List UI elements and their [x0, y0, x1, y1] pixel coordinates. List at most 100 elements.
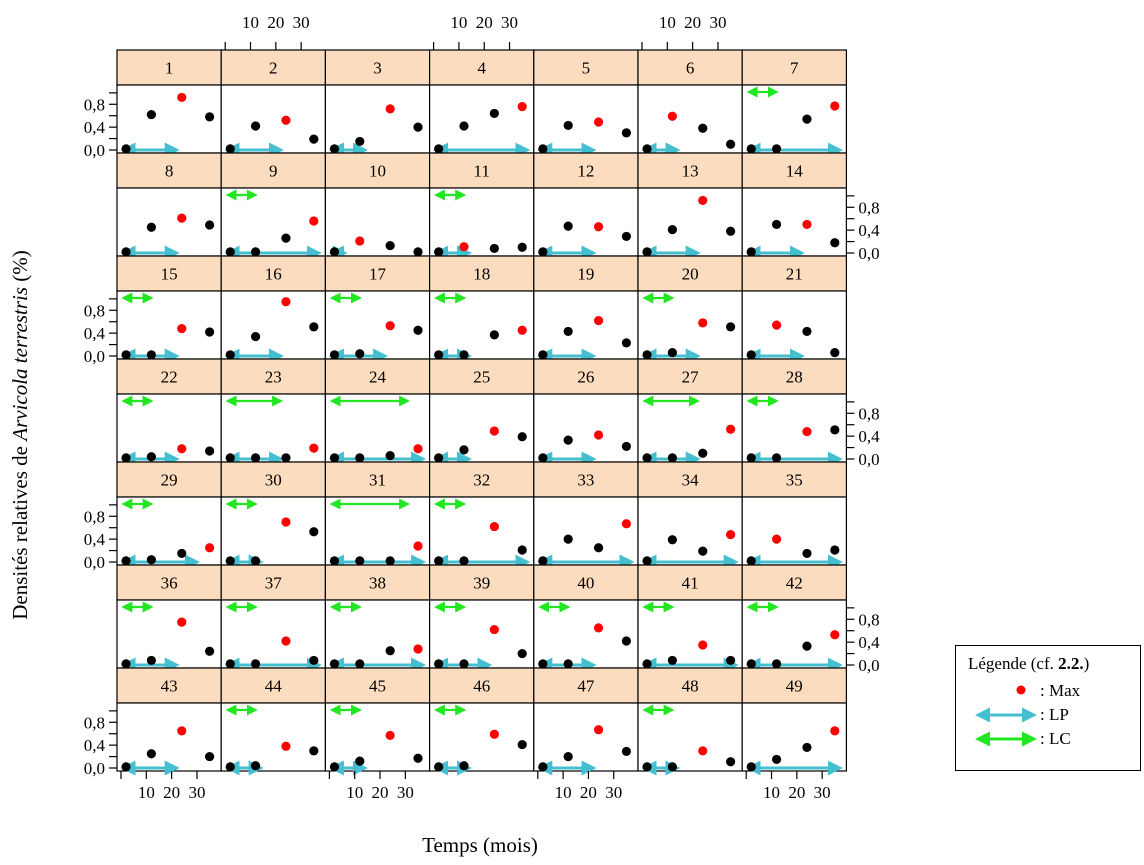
x-tick-label: 30: [397, 783, 414, 802]
panel-24: 24: [324, 358, 431, 467]
data-point: [225, 762, 235, 772]
legend-row-lp: : LP: [972, 704, 1132, 726]
x-tick-label: 10: [242, 13, 259, 32]
data-point: [459, 121, 469, 131]
data-point: [385, 450, 395, 461]
panel-49: 49: [741, 667, 848, 776]
panel-10: 10: [324, 152, 431, 261]
y-tick-label: 0,0: [858, 656, 879, 675]
panel-17: 17: [324, 255, 431, 364]
panel-12: 12: [533, 152, 639, 261]
data-point: [667, 655, 677, 666]
data-point: [563, 221, 573, 231]
max-point: [413, 541, 423, 551]
panel-strip: [429, 255, 535, 292]
x-tick-label: 30: [814, 783, 831, 802]
panel-label: 17: [369, 265, 387, 284]
data-point: [250, 247, 261, 257]
panel-label: 24: [369, 368, 387, 387]
max-point: [177, 213, 187, 223]
data-point: [205, 751, 215, 762]
panel-label: 15: [161, 265, 178, 284]
panel-strip: [220, 564, 326, 601]
data-point: [225, 144, 235, 154]
max-point: [385, 321, 395, 331]
data-point: [121, 144, 131, 154]
max-point: [771, 320, 782, 330]
max-point: [177, 444, 187, 454]
panel-strip: [637, 461, 743, 498]
panel-body: [533, 702, 639, 772]
data-point: [309, 134, 319, 144]
panel-body: [429, 496, 535, 566]
max-point: [698, 318, 708, 328]
panel-5: 5: [533, 49, 639, 158]
lp-arrow-icon: [975, 707, 1037, 723]
y-tick-label: 0,4: [858, 633, 880, 652]
panel-body: [220, 393, 326, 463]
panel-19: 19: [533, 255, 639, 364]
panel-label: 43: [161, 677, 178, 696]
max-point: [726, 529, 736, 540]
max-point: [489, 521, 499, 532]
panel-strip: [637, 358, 743, 395]
data-point: [413, 122, 423, 132]
x-tick-label: 10: [450, 13, 467, 32]
data-point: [771, 144, 782, 154]
max-point: [698, 195, 708, 206]
legend-lc-label: : LC: [1040, 729, 1071, 748]
y-tick-label: 0,0: [84, 553, 105, 572]
max-point: [281, 115, 291, 125]
panel-38: 38: [324, 564, 431, 673]
data-point: [309, 746, 319, 756]
legend: Légende (cf. 2.2.) : Max : LP : LC: [955, 645, 1141, 771]
max-point: [459, 242, 469, 252]
data-point: [538, 144, 548, 154]
data-point: [205, 646, 215, 656]
panel-44: 44: [220, 667, 326, 776]
panel-label: 4: [477, 59, 486, 78]
y-tick-label: 0,4: [84, 530, 106, 549]
panel-label: 35: [786, 471, 803, 490]
data-point: [538, 247, 548, 257]
data-point: [538, 453, 548, 463]
data-point: [802, 548, 812, 559]
legend-title-end: ): [1083, 654, 1090, 673]
data-point: [802, 326, 812, 337]
data-point: [726, 655, 736, 666]
data-point: [250, 761, 261, 771]
panel-26: 26: [533, 358, 639, 467]
max-point: [177, 617, 187, 627]
data-point: [593, 543, 604, 553]
data-point: [121, 453, 131, 463]
panel-label: 33: [577, 471, 594, 490]
data-point: [771, 219, 782, 230]
data-point: [563, 435, 573, 445]
data-point: [121, 762, 131, 772]
y-tick-label: 0,0: [84, 759, 105, 778]
panel-body: [741, 187, 848, 257]
data-point: [489, 243, 499, 254]
panel-22: 22: [116, 358, 222, 467]
data-point: [642, 453, 652, 463]
panel-label: 29: [161, 471, 178, 490]
legend-row-max: : Max: [972, 680, 1132, 702]
max-point: [517, 325, 527, 335]
x-tick-label: 10: [763, 783, 780, 802]
panel-label: 30: [265, 471, 282, 490]
max-point: [830, 726, 840, 736]
panel-strip: [324, 255, 431, 292]
x-tick-label: 20: [372, 783, 389, 802]
panel-label: 3: [373, 59, 382, 78]
panel-body: [741, 702, 848, 772]
data-point: [225, 350, 235, 360]
panel-body: [220, 84, 326, 154]
panel-label: 6: [686, 59, 695, 78]
data-point: [355, 453, 365, 463]
y-axis-label: Densités relatives de Arvicola terrestri…: [8, 250, 32, 620]
legend-title: Légende (cf. 2.2.): [968, 654, 1089, 674]
panel-strip: [324, 358, 431, 395]
panel-strip: [116, 461, 222, 498]
panel-body: [637, 496, 743, 566]
